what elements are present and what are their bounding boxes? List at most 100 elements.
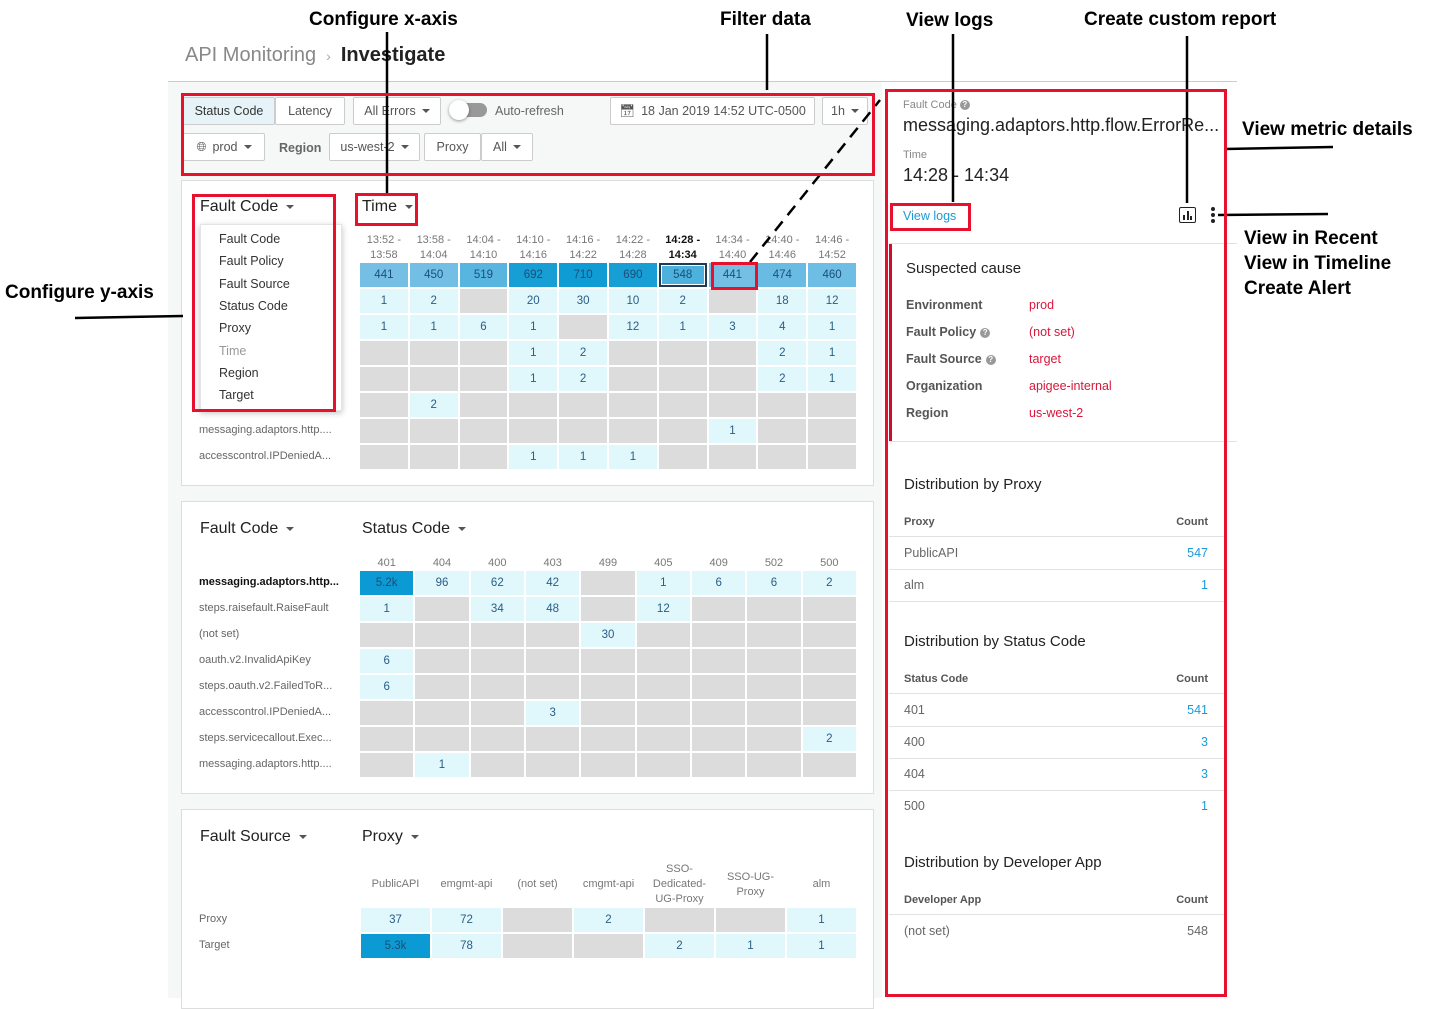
heatmap-cell[interactable] <box>708 393 757 417</box>
heatmap-cell[interactable] <box>708 341 757 365</box>
heatmap-cell[interactable] <box>658 419 707 443</box>
heatmap-cell[interactable] <box>808 445 856 469</box>
heatmap-cell[interactable] <box>758 393 807 417</box>
heatmap-cell[interactable]: 441 <box>708 263 757 287</box>
menu-item[interactable]: Fault Policy <box>219 254 284 269</box>
heatmap-cell[interactable] <box>415 597 469 621</box>
heatmap-cell[interactable]: 450 <box>409 263 458 287</box>
menu-item[interactable]: Fault Code <box>219 232 281 246</box>
heatmap-cell[interactable]: 690 <box>608 263 657 287</box>
heatmap-cell[interactable] <box>608 367 657 391</box>
heatmap-cell[interactable]: 1 <box>716 934 785 958</box>
heatmap-cell[interactable] <box>708 367 757 391</box>
heatmap-cell[interactable]: 62 <box>470 571 524 595</box>
heatmap-cell[interactable] <box>409 419 458 443</box>
heatmap-cell-selected[interactable]: 548 <box>658 263 707 287</box>
distribution-count-link[interactable]: 547 <box>1187 546 1208 560</box>
row-label[interactable]: messaging.adaptors.http... <box>199 576 339 588</box>
menu-item[interactable]: Region <box>219 365 259 380</box>
heatmap-cell[interactable]: 2 <box>802 727 856 751</box>
heatmap-cell[interactable]: 1 <box>360 315 408 339</box>
auto-refresh-toggle[interactable] <box>449 100 487 120</box>
menu-item[interactable]: Fault Source <box>219 276 290 291</box>
help-icon[interactable]: ? <box>959 100 970 111</box>
heatmap-cell[interactable] <box>658 393 707 417</box>
row-label[interactable]: (not set) <box>199 628 240 640</box>
heatmap-cell[interactable] <box>409 367 458 391</box>
heatmap-cell[interactable] <box>459 289 508 313</box>
breadcrumb-parent[interactable]: API Monitoring <box>185 44 317 66</box>
heatmap-cell[interactable]: 6 <box>459 315 508 339</box>
heatmap-cell[interactable] <box>758 419 807 443</box>
menu-item[interactable]: Status Code <box>219 298 288 313</box>
row-label[interactable]: accesscontrol.IPDeniedA... <box>199 706 332 718</box>
heatmap-cell[interactable]: 1 <box>360 289 408 313</box>
heatmap-cell[interactable] <box>747 623 801 647</box>
heatmap-cell[interactable]: 1 <box>708 419 757 443</box>
heatmap-cell[interactable] <box>360 753 414 777</box>
heatmap-cell[interactable]: 2 <box>758 341 807 365</box>
custom-report-icon[interactable] <box>1179 207 1196 223</box>
heatmap-cell[interactable] <box>808 419 856 443</box>
heatmap-cell[interactable] <box>581 701 635 725</box>
heatmap-cell[interactable]: 474 <box>758 263 807 287</box>
heatmap-cell[interactable] <box>808 393 856 417</box>
heatmap-cell[interactable] <box>758 445 807 469</box>
row-label[interactable]: steps.servicecallout.Exec... <box>199 732 332 744</box>
heatmap-cell[interactable]: 2 <box>658 289 707 313</box>
heatmap-cell[interactable]: 1 <box>808 367 856 391</box>
heatmap-cell[interactable] <box>636 727 690 751</box>
heatmap-cell[interactable] <box>581 675 635 699</box>
heatmap-cell[interactable]: 1 <box>658 315 707 339</box>
heatmap-cell[interactable]: 2 <box>409 393 458 417</box>
heatmap-cell[interactable]: 2 <box>559 367 607 391</box>
heatmap-cell[interactable] <box>415 701 469 725</box>
menu-item[interactable]: Target <box>219 388 254 403</box>
heatmap-cell[interactable] <box>470 623 524 647</box>
heatmap-cell[interactable]: 30 <box>581 623 635 647</box>
heatmap-cell[interactable]: 710 <box>559 263 607 287</box>
heatmap-cell[interactable] <box>360 445 408 469</box>
heatmap-cell[interactable] <box>708 445 757 469</box>
x-axis-dropdown-3[interactable]: Proxy <box>362 828 419 846</box>
heatmap-cell[interactable] <box>360 367 408 391</box>
heatmap-cell[interactable]: 1 <box>808 341 856 365</box>
heatmap-cell[interactable]: 1 <box>409 315 458 339</box>
heatmap-cell[interactable]: 12 <box>636 597 690 621</box>
proxy-label-button[interactable]: Proxy <box>424 133 481 161</box>
heatmap-cell[interactable] <box>360 393 408 417</box>
distribution-count-link[interactable]: 1 <box>1201 799 1208 813</box>
heatmap-cell[interactable] <box>608 341 657 365</box>
heatmap-cell[interactable] <box>608 393 657 417</box>
date-picker[interactable]: 📅︎ 18 Jan 2019 14:52 UTC-0500 <box>610 97 815 125</box>
row-label[interactable]: Target <box>199 939 230 951</box>
row-label[interactable]: accesscontrol.IPDeniedA... <box>199 450 332 462</box>
heatmap-cell[interactable]: 42 <box>525 571 580 595</box>
heatmap-cell[interactable]: 2 <box>574 908 643 932</box>
heatmap-cell[interactable] <box>525 649 580 673</box>
heatmap-cell[interactable] <box>360 623 414 647</box>
heatmap-cell[interactable] <box>360 341 408 365</box>
heatmap-cell[interactable] <box>636 649 690 673</box>
tab-latency[interactable]: Latency <box>275 97 345 125</box>
heatmap-cell[interactable] <box>581 649 635 673</box>
row-label[interactable]: messaging.adaptors.http.... <box>199 424 332 436</box>
x-axis-dropdown-1[interactable]: Time <box>362 198 413 216</box>
heatmap-cell[interactable]: 1 <box>415 753 469 777</box>
heatmap-cell[interactable]: 34 <box>470 597 524 621</box>
heatmap-cell[interactable]: 1 <box>509 315 558 339</box>
heatmap-cell[interactable] <box>525 753 580 777</box>
heatmap-cell[interactable]: 30 <box>559 289 607 313</box>
heatmap-cell[interactable] <box>708 289 757 313</box>
row-label[interactable]: Proxy <box>199 913 228 925</box>
heatmap-cell[interactable]: 1 <box>787 908 856 932</box>
heatmap-cell[interactable]: 1 <box>360 597 414 621</box>
heatmap-cell[interactable] <box>581 727 635 751</box>
more-vert-icon[interactable] <box>1211 207 1215 223</box>
heatmap-cell[interactable]: 3 <box>525 701 580 725</box>
heatmap-cell[interactable]: 1 <box>509 445 558 469</box>
y-axis-dropdown-1[interactable]: Fault Code <box>200 198 295 216</box>
heatmap-cell[interactable] <box>470 701 524 725</box>
heatmap-cell[interactable] <box>691 597 746 621</box>
proxy-dropdown[interactable]: All <box>481 133 533 161</box>
